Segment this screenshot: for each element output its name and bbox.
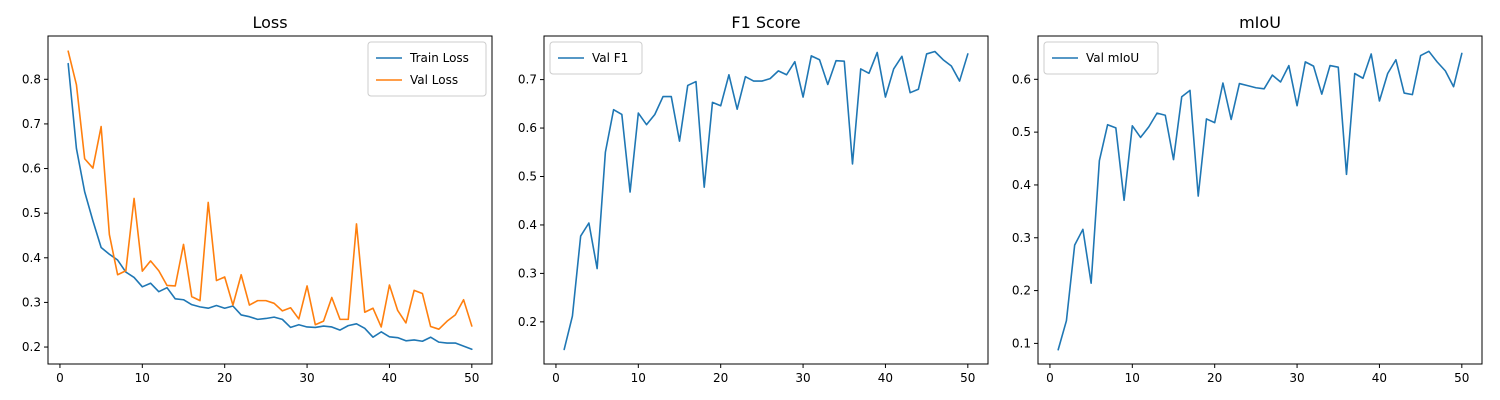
y-tick-label: 0.7 (22, 117, 41, 131)
y-tick-label: 0.2 (22, 340, 41, 354)
chart-panel-1: Loss 0 10 20 30 40 50 0.2 0.3 0.4 0.5 0.6 0.7 0.8 Trai… (22, 13, 493, 385)
x-tick-label: 10 (135, 371, 150, 385)
legend: Train Loss Val Loss (367, 41, 487, 97)
series-line-1 (67, 62, 473, 351)
axes-frame (1037, 35, 1483, 365)
x-tick-label: 50 (464, 371, 479, 385)
legend: Val mIoU (1043, 41, 1159, 75)
x-tick-label: 20 (217, 371, 232, 385)
legend-box (549, 41, 643, 75)
y-tick-label: 0.7 (518, 73, 537, 87)
axes-frame (47, 35, 493, 365)
legend-box (367, 41, 487, 97)
x-tick-label: 30 (299, 371, 314, 385)
series-line-2 (67, 50, 473, 330)
x-tick-label: 10 (631, 371, 646, 385)
y-tick-label: 0.1 (1012, 336, 1031, 350)
chart-title: mIoU (1239, 13, 1281, 32)
y-tick-label: 0.4 (22, 251, 41, 265)
x-tick-label: 30 (1289, 371, 1304, 385)
x-tick-label: 40 (382, 371, 397, 385)
x-tick-label: 0 (56, 371, 64, 385)
y-tick-label: 0.5 (1012, 125, 1031, 139)
x-tick-label: 40 (878, 371, 893, 385)
y-tick-label: 0.4 (1012, 178, 1031, 192)
legend-label: Val Loss (410, 73, 458, 87)
y-tick-label: 0.3 (518, 266, 537, 280)
x-tick-label: 50 (1454, 371, 1469, 385)
y-tick-label: 0.4 (518, 218, 537, 232)
y-tick-label: 0.3 (1012, 231, 1031, 245)
legend-box (1043, 41, 1159, 75)
chart-title: Loss (252, 13, 287, 32)
legend: Val F1 (549, 41, 643, 75)
x-tick-label: 50 (960, 371, 975, 385)
y-tick-label: 0.8 (22, 72, 41, 86)
y-tick-label: 0.5 (518, 170, 537, 184)
legend-label: Val mIoU (1086, 51, 1139, 65)
legend-label: Val F1 (592, 51, 628, 65)
x-tick-label: 0 (552, 371, 560, 385)
y-tick-label: 0.2 (518, 315, 537, 329)
y-tick-label: 0.5 (22, 206, 41, 220)
x-tick-label: 0 (1046, 371, 1054, 385)
y-tick-label: 0.6 (518, 121, 537, 135)
x-tick-label: 30 (795, 371, 810, 385)
y-tick-label: 0.2 (1012, 284, 1031, 298)
y-tick-label: 0.6 (22, 162, 41, 176)
series-line-1 (1057, 50, 1463, 351)
x-tick-label: 10 (1125, 371, 1140, 385)
x-tick-label: 20 (713, 371, 728, 385)
chart-title: F1 Score (731, 13, 800, 32)
legend-label: Train Loss (409, 51, 469, 65)
series-line-1 (563, 50, 969, 351)
chart-panel-2: F1 Score 0 10 20 30 40 50 0.2 0.3 0.4 0.5 0.6 0.7 Val… (518, 13, 989, 385)
axes-frame (543, 35, 989, 365)
chart-panel-3: mIoU 0 10 20 30 40 50 0.1 0.2 0.3 0.4 0.5 0.6 Val mIo… (1012, 13, 1483, 385)
x-tick-label: 20 (1207, 371, 1222, 385)
y-tick-label: 0.3 (22, 295, 41, 309)
x-tick-label: 40 (1372, 371, 1387, 385)
y-tick-label: 0.6 (1012, 72, 1031, 86)
